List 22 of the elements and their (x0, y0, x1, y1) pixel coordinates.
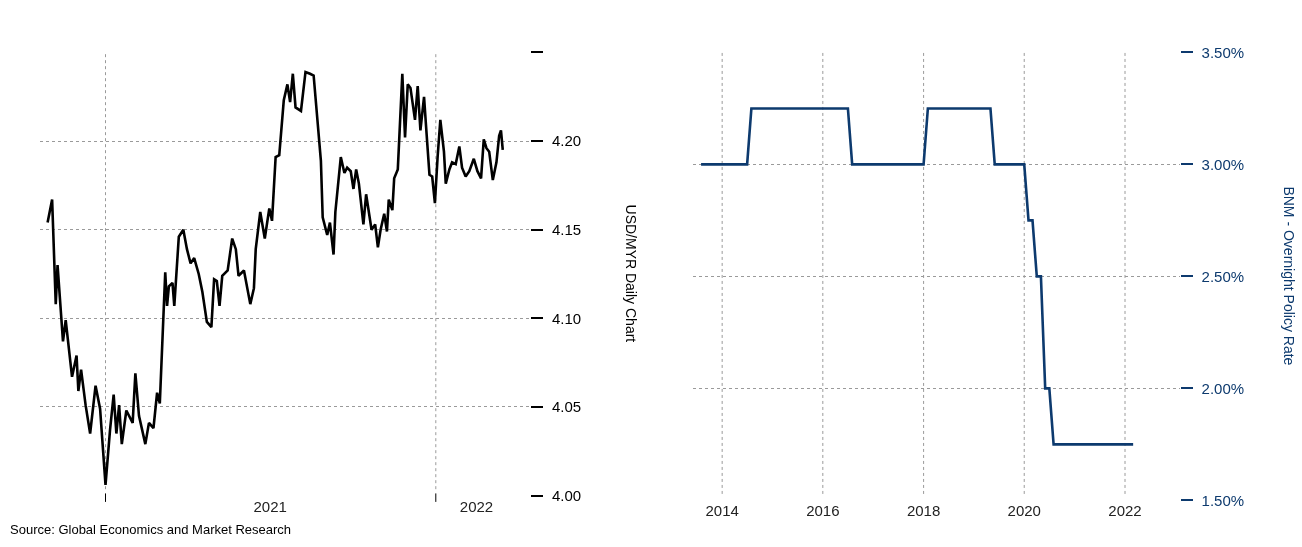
y-tick-label: 2.00% (1201, 379, 1245, 397)
y-tick-label: 3.00% (1201, 155, 1245, 173)
line-series (699, 107, 1135, 446)
x-tick-label: 2014 (705, 502, 739, 520)
y-tick-label: 4.20 (551, 132, 582, 150)
x-tick-label: 2020 (1007, 502, 1041, 520)
y-tick-label: 3.50% (1201, 43, 1245, 61)
y-tick-label: 4.15 (551, 220, 582, 238)
y-axis-title: USD/MYR Daily Chart (623, 204, 640, 343)
x-tick-label: 2016 (806, 502, 840, 520)
y-axis-title: BNM - Overnight Policy Rate (1281, 186, 1298, 366)
x-tick-label: 2018 (906, 502, 941, 520)
y-tick-label: 4.00 (551, 486, 582, 504)
x-tick-label: 2021 (253, 497, 287, 515)
y-tick-label: 2.50% (1201, 267, 1245, 285)
y-tick-label: 4.10 (551, 309, 582, 327)
y-tick-label: 4.05 (551, 398, 582, 416)
source-note: Source: Global Economics and Market Research (10, 522, 292, 537)
y-tick-label: 1.50% (1201, 491, 1245, 509)
x-tick-label: 2022 (459, 497, 494, 515)
line-series (46, 70, 505, 487)
x-tick-label: 2022 (1108, 502, 1142, 520)
